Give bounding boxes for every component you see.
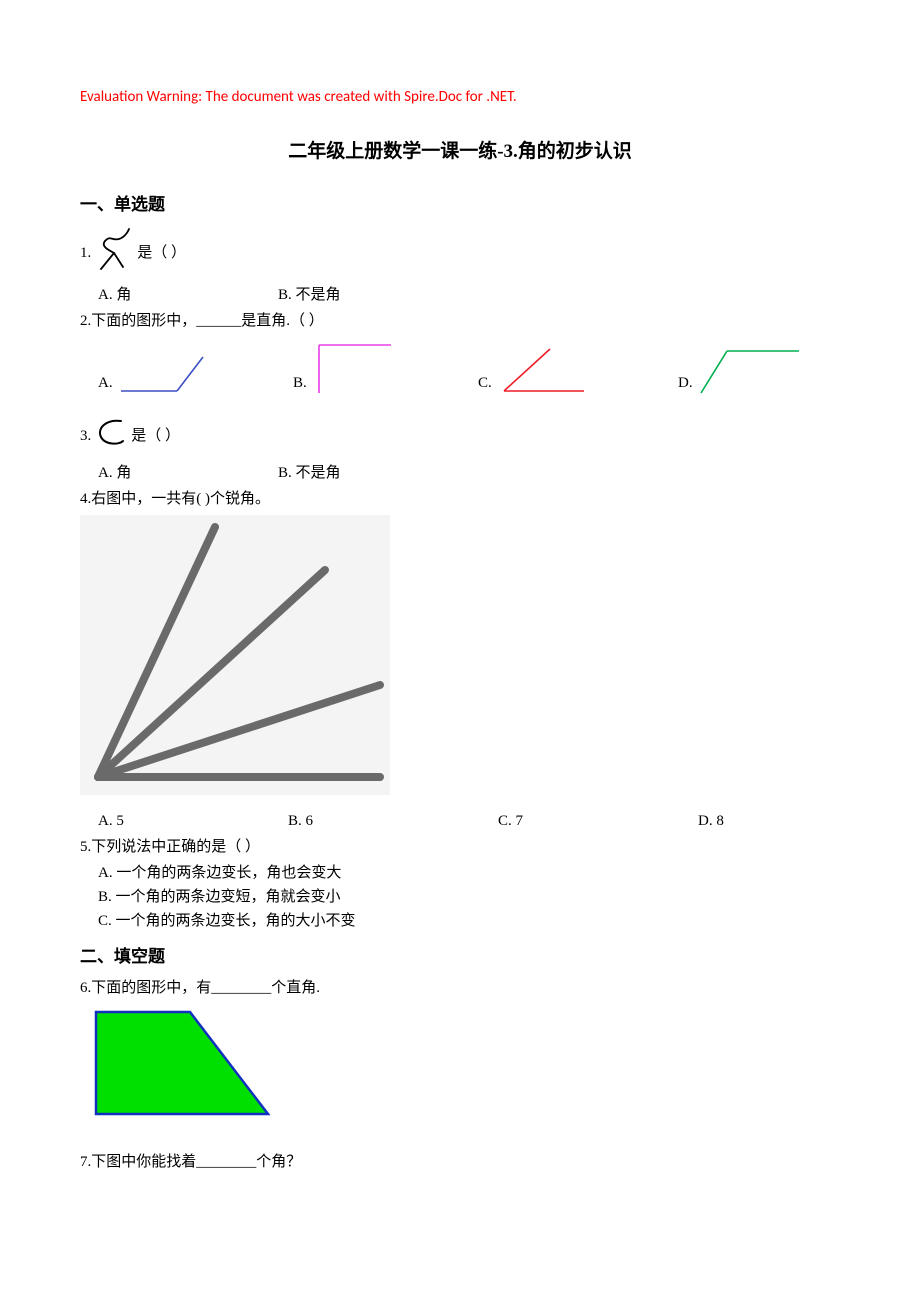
- q3-suffix: 是（ ）: [131, 424, 180, 448]
- q1-figure: [91, 225, 137, 281]
- q4-option-d: D. 8: [698, 809, 724, 833]
- q4-option-a: A. 5: [98, 809, 288, 833]
- q2-figure-b: [313, 339, 395, 395]
- q1-option-b: B. 不是角: [278, 283, 341, 307]
- q1-number: 1.: [80, 241, 91, 265]
- question-2: 2.下面的图形中，______是直角.（ ）: [80, 309, 840, 333]
- q4-option-c: C. 7: [498, 809, 698, 833]
- q4-options: A. 5 B. 6 C. 7 D. 8: [98, 809, 840, 833]
- q3-number: 3.: [80, 424, 91, 448]
- q1-option-a: A. 角: [98, 283, 278, 307]
- q3-option-b: B. 不是角: [278, 461, 341, 485]
- question-6: 6.下面的图形中，有________个直角.: [80, 976, 840, 1000]
- q2-b-label: B.: [293, 371, 307, 395]
- q2-options: A. B. C. D.: [98, 339, 840, 395]
- section-2-heading: 二、填空题: [80, 943, 840, 970]
- evaluation-warning: Evaluation Warning: The document was cre…: [80, 85, 840, 109]
- q2-figure-d: [699, 347, 799, 395]
- question-7: 7.下图中你能找着________个角？: [80, 1150, 840, 1174]
- q5-option-b: B. 一个角的两条边变短，角就会变小: [98, 885, 840, 909]
- section-1-heading: 一、单选题: [80, 191, 840, 218]
- q2-option-d: D.: [678, 347, 799, 395]
- q2-d-label: D.: [678, 371, 693, 395]
- q2-option-c: C.: [478, 347, 678, 395]
- q1-options: A. 角 B. 不是角: [98, 283, 840, 307]
- q1-suffix: 是（ ）: [137, 241, 186, 265]
- q4-figure: [80, 515, 840, 803]
- q2-figure-a: [119, 351, 209, 395]
- q2-option-a: A.: [98, 351, 293, 395]
- q4-option-b: B. 6: [288, 809, 498, 833]
- q3-options: A. 角 B. 不是角: [98, 461, 840, 485]
- q2-c-label: C.: [478, 371, 492, 395]
- question-4: 4.右图中，一共有( )个锐角。: [80, 487, 840, 511]
- q2-option-b: B.: [293, 339, 478, 395]
- q6-figure: [92, 1008, 840, 1126]
- question-3: 3. 是（ ）: [80, 413, 840, 459]
- question-5: 5.下列说法中正确的是（ ）: [80, 835, 840, 859]
- q3-figure: [91, 413, 131, 459]
- q3-option-a: A. 角: [98, 461, 278, 485]
- q2-a-label: A.: [98, 371, 113, 395]
- q5-option-c: C. 一个角的两条边变长，角的大小不变: [98, 909, 840, 933]
- q5-option-a: A. 一个角的两条边变长，角也会变大: [98, 861, 840, 885]
- question-1: 1. 是（ ）: [80, 225, 840, 281]
- document-title: 二年级上册数学一课一练-3.角的初步认识: [80, 137, 840, 167]
- q2-figure-c: [498, 347, 588, 395]
